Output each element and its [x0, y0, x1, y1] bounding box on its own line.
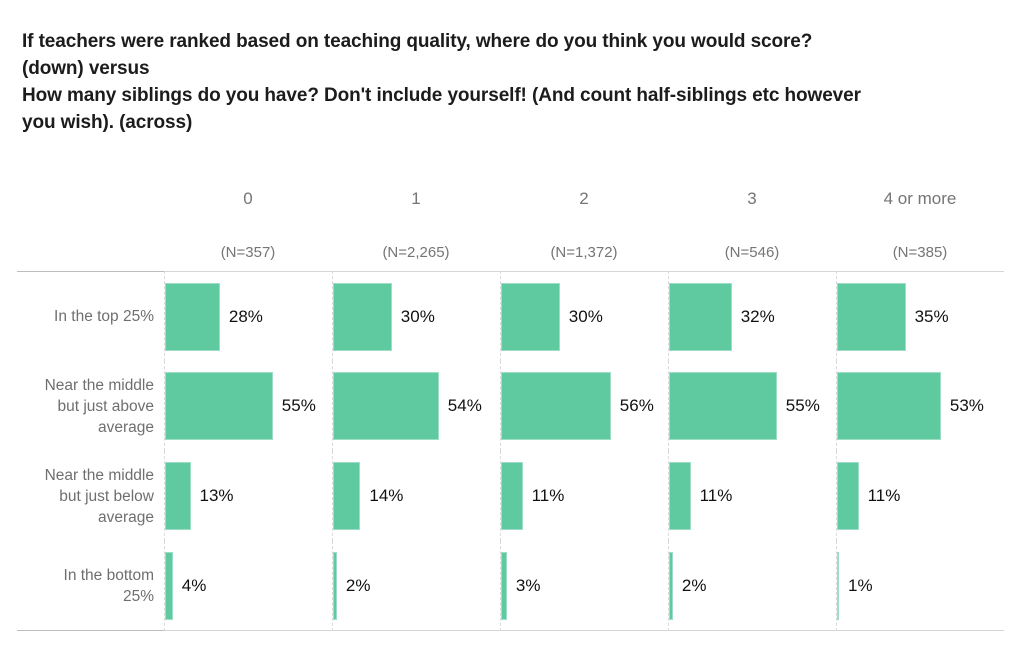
- bar-value-label: 56%: [619, 396, 654, 415]
- bar-cell: 2%: [332, 541, 500, 631]
- crosstab-chart-page: If teachers were ranked based on teachin…: [17, 31, 1024, 631]
- column-n-label: (N=357): [220, 244, 276, 261]
- bar-value-label: 54%: [447, 396, 482, 415]
- bar: [333, 282, 392, 351]
- bar: [165, 282, 220, 351]
- bar-value-label: 30%: [400, 306, 435, 326]
- bar-value-label: 11%: [531, 486, 565, 505]
- bar: [837, 282, 906, 351]
- bar: [501, 282, 560, 351]
- bar-cell: 53%: [836, 361, 1004, 451]
- bar-value-label: 32%: [740, 306, 775, 326]
- bar-cell: 3%: [500, 541, 668, 631]
- corner-spacer: [17, 189, 164, 209]
- column-n-label: (N=1,372): [550, 244, 618, 261]
- bar-value-label: 55%: [281, 396, 316, 415]
- bar-value-label: 35%: [914, 306, 949, 326]
- bar-value-label: 2%: [345, 575, 371, 595]
- row-label: In the bottom 25%: [17, 541, 164, 631]
- bar-cell: 55%: [668, 361, 836, 451]
- bar: [333, 462, 361, 530]
- bar-value-label: 30%: [568, 306, 603, 326]
- bar-cell: 30%: [332, 271, 500, 361]
- corner-spacer: [17, 244, 164, 262]
- column-header: 1: [411, 189, 421, 208]
- bar: [333, 372, 439, 440]
- bar-cell: 1%: [836, 541, 1004, 631]
- bar: [333, 551, 337, 620]
- bar: [669, 462, 691, 530]
- bar: [165, 551, 173, 620]
- bar-value-label: 3%: [515, 575, 541, 595]
- bar-cell: 4%: [164, 541, 332, 631]
- bar-value-label: 13%: [199, 486, 234, 505]
- row-label: Near the middle but just below average: [44, 466, 154, 526]
- bar: [669, 551, 673, 620]
- bar-cell: 35%: [836, 271, 1004, 361]
- bar-cell: 11%: [836, 451, 1004, 541]
- bar-cell: 28%: [164, 271, 332, 361]
- column-n-label: (N=385): [892, 244, 948, 261]
- bar: [165, 462, 191, 530]
- row-label: In the top 25%: [17, 271, 164, 361]
- bar-cell: 54%: [332, 361, 500, 451]
- bar: [669, 372, 777, 440]
- bar-value-label: 55%: [785, 396, 820, 415]
- bar-cell: 13%: [164, 451, 332, 541]
- bar-cell: 55%: [164, 361, 332, 451]
- column-n-label: (N=2,265): [382, 244, 450, 261]
- bar-cell: 11%: [500, 451, 668, 541]
- row-label: Near the middle but just above average: [44, 376, 154, 436]
- bar: [501, 551, 507, 620]
- bar-cell: 56%: [500, 361, 668, 451]
- column-header: 2: [579, 189, 589, 208]
- column-header: 4 or more: [883, 189, 957, 208]
- column-header: 3: [747, 189, 757, 208]
- bar-value-label: 2%: [681, 575, 707, 595]
- bar-value-label: 11%: [699, 486, 733, 505]
- bar: [669, 282, 732, 351]
- bar-value-label: 11%: [867, 486, 901, 505]
- bar-cell: 30%: [500, 271, 668, 361]
- bar-cell: 32%: [668, 271, 836, 361]
- bar: [837, 551, 839, 620]
- column-n-label: (N=546): [724, 244, 780, 261]
- chart-title: If teachers were ranked based on teachin…: [22, 31, 861, 133]
- bar-cell: 2%: [668, 541, 836, 631]
- bar: [837, 462, 859, 530]
- bar: [501, 462, 523, 530]
- bar: [501, 372, 611, 440]
- bar-cell: 14%: [332, 451, 500, 541]
- column-n-row: (N=357) (N=2,265) (N=1,372) (N=546) (N=385): [17, 244, 1024, 262]
- bar: [837, 372, 941, 440]
- bar-value-label: 14%: [369, 486, 404, 505]
- chart-body: In the top 25% 28% 30% 30% 32% 35% Near the mi…: [17, 271, 1024, 631]
- column-headers-row: 0 1 2 3 4 or more: [17, 189, 1024, 209]
- bar: [165, 372, 273, 440]
- bar-value-label: 28%: [228, 306, 263, 326]
- bar-cell: 11%: [668, 451, 836, 541]
- column-header: 0: [243, 189, 253, 208]
- bar-value-label: 1%: [848, 575, 873, 595]
- bar-value-label: 4%: [181, 575, 207, 595]
- bar-value-label: 53%: [949, 396, 984, 415]
